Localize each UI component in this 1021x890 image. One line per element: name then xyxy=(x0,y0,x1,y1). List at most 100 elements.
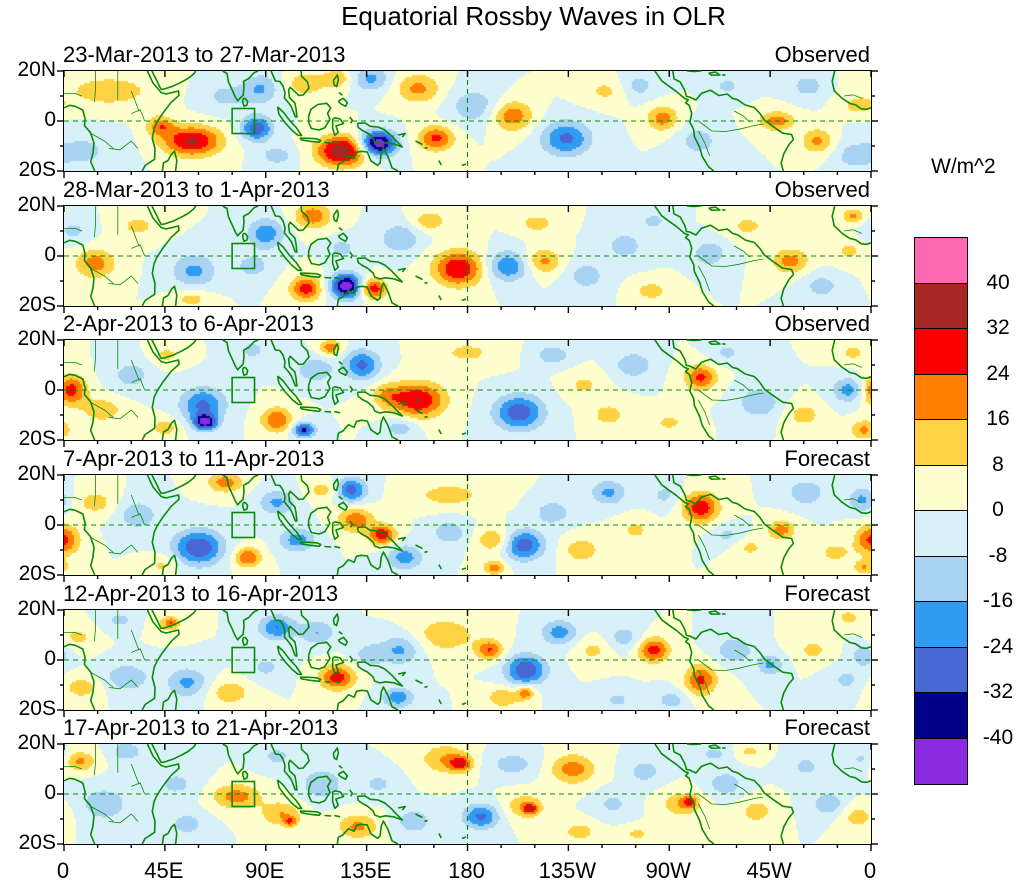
map-overlay-svg xyxy=(57,608,878,717)
y-tick-label: 0 xyxy=(44,646,56,670)
axis-ticks xyxy=(57,339,878,447)
panel-status-label: Observed xyxy=(774,176,870,202)
x-tick-label: 90W xyxy=(645,858,691,883)
coastlines xyxy=(63,70,872,172)
target-region-box xyxy=(231,780,256,808)
country-borders xyxy=(64,71,863,157)
panel-header: 28-Mar-2013 to 1-Apr-2013 Observed xyxy=(63,177,870,203)
panel-header: 12-Apr-2013 to 16-Apr-2013 Forecast xyxy=(63,581,870,607)
colorbar-tick-label: 24 xyxy=(986,361,1010,385)
panel-date-range: 12-Apr-2013 to 16-Apr-2013 xyxy=(63,580,339,606)
panel-header: 2-Apr-2013 to 6-Apr-2013 Observed xyxy=(63,311,870,337)
colorbar-tick-label: 8 xyxy=(992,452,1004,476)
x-tick-label: 45W xyxy=(746,858,792,883)
y-tick-label: 20N xyxy=(17,461,56,485)
y-tick-label: 20S xyxy=(18,292,56,316)
axis-ticks xyxy=(57,70,878,178)
colorbar-tick-label: -16 xyxy=(982,589,1014,612)
colorbar-segment xyxy=(915,556,967,602)
panel-status-label: Forecast xyxy=(784,580,870,606)
coastlines xyxy=(63,339,872,441)
coastlines xyxy=(63,743,872,845)
y-tick-label: 0 xyxy=(44,511,56,535)
map-panel xyxy=(57,608,878,717)
country-borders xyxy=(64,744,863,830)
colorbar-tick-label: -32 xyxy=(982,680,1014,703)
colorbar-segment xyxy=(915,374,967,420)
y-tick-label: 0 xyxy=(44,377,56,400)
country-borders xyxy=(64,609,863,695)
country-borders xyxy=(64,474,863,560)
figure-title: Equatorial Rossby Waves in OLR xyxy=(341,1,726,31)
x-tick-label: 0 xyxy=(863,858,877,883)
axis-ticks xyxy=(57,473,878,582)
colorbar-tick-label: 32 xyxy=(986,316,1010,339)
country-borders xyxy=(64,205,863,291)
coastlines xyxy=(63,473,872,576)
target-region-box xyxy=(231,511,256,538)
map-panel xyxy=(57,473,878,582)
y-tick-label: 20N xyxy=(17,58,56,81)
colorbar-tick-label: -8 xyxy=(988,543,1008,567)
axis-ticks xyxy=(57,608,878,717)
colorbar-segment xyxy=(915,693,967,739)
colorbar xyxy=(914,237,968,785)
panel-date-range: 7-Apr-2013 to 11-Apr-2013 xyxy=(63,445,325,471)
colorbar-segment xyxy=(915,647,967,693)
y-tick-label: 20S xyxy=(18,427,56,450)
y-tick-label: 0 xyxy=(44,781,56,804)
panel-header: 7-Apr-2013 to 11-Apr-2013 Forecast xyxy=(63,446,870,472)
panel-status-label: Forecast xyxy=(784,715,870,740)
y-tick-label: 20S xyxy=(18,158,56,181)
colorbar-segment xyxy=(915,738,967,784)
colorbar-tick-label: 40 xyxy=(986,270,1010,294)
y-tick-label: 20N xyxy=(17,731,56,754)
colorbar-segment xyxy=(915,238,967,284)
y-tick-label: 20N xyxy=(17,327,56,350)
panel-date-range: 2-Apr-2013 to 6-Apr-2013 xyxy=(63,311,314,336)
y-tick-label: 20N xyxy=(17,192,56,216)
target-region-box xyxy=(231,646,256,673)
colorbar-segment xyxy=(915,329,967,375)
target-region-box xyxy=(231,376,256,404)
y-tick-label: 0 xyxy=(44,108,56,131)
coastlines xyxy=(63,204,872,307)
map-panel xyxy=(57,204,878,313)
map-panel xyxy=(57,743,878,851)
panel-date-range: 23-Mar-2013 to 27-Mar-2013 xyxy=(63,42,346,67)
x-tick-label: 180 xyxy=(448,858,485,883)
map-overlay-svg xyxy=(57,70,878,178)
colorbar-tick-label: -40 xyxy=(982,725,1014,749)
colorbar-tick-label: -24 xyxy=(982,634,1014,658)
colorbar-segment xyxy=(915,283,967,329)
colorbar-segment xyxy=(915,420,967,466)
colorbar-tick-label: 16 xyxy=(986,407,1010,430)
map-overlay-svg xyxy=(57,743,878,851)
map-overlay-svg xyxy=(57,473,878,582)
panel-status-label: Forecast xyxy=(784,445,870,471)
x-tick-label: 135W xyxy=(538,858,597,883)
country-borders xyxy=(64,340,863,426)
panel-status-label: Observed xyxy=(774,42,870,67)
y-tick-label: 20S xyxy=(18,831,56,854)
panel-header: 17-Apr-2013 to 21-Apr-2013 Forecast xyxy=(63,715,870,741)
x-tick-label: 90E xyxy=(245,858,285,883)
colorbar-unit-label: W/m^2 xyxy=(931,155,996,178)
x-tick-label: 0 xyxy=(56,858,70,883)
y-tick-label: 20N xyxy=(17,596,56,620)
coastlines xyxy=(63,608,872,711)
map-overlay-svg xyxy=(57,339,878,447)
x-tick-label: 45E xyxy=(144,858,184,883)
colorbar-segment xyxy=(915,602,967,648)
map-overlay-svg xyxy=(57,204,878,313)
axis-ticks xyxy=(57,204,878,313)
x-tick-label: 135E xyxy=(339,858,392,883)
y-tick-label: 20S xyxy=(18,696,56,720)
colorbar-tick-label: 0 xyxy=(992,498,1004,521)
panel-status-label: Observed xyxy=(774,311,870,336)
y-tick-label: 20S xyxy=(18,561,56,585)
target-region-box xyxy=(231,242,256,269)
axis-ticks xyxy=(57,743,878,851)
colorbar-segment xyxy=(915,465,967,511)
